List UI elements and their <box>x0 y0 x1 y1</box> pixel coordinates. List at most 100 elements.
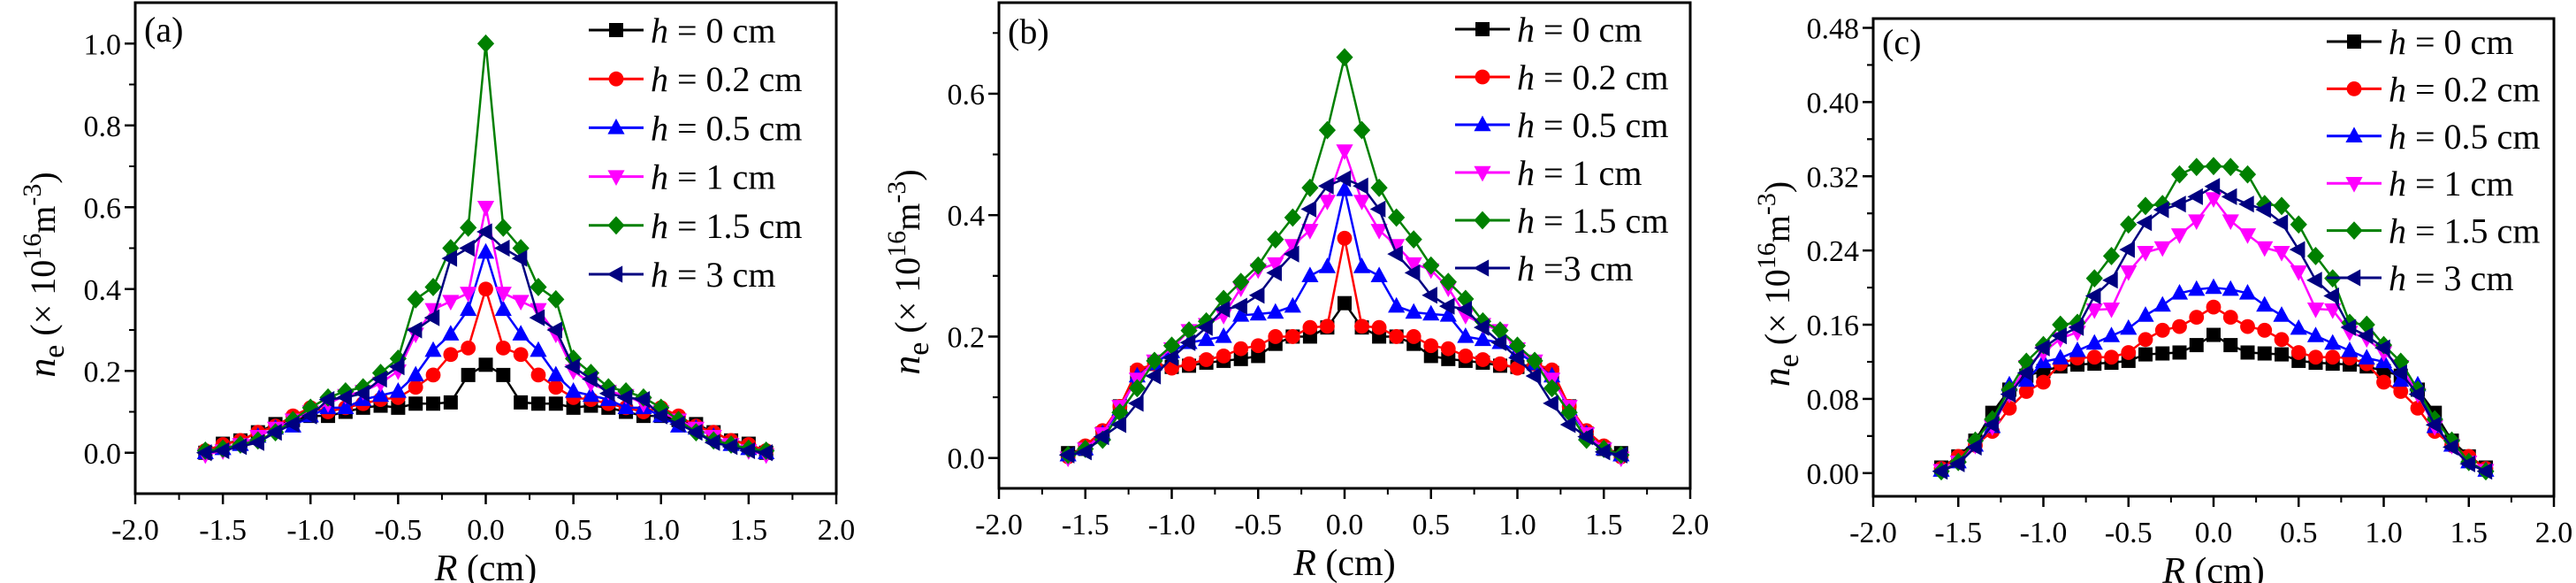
data-point <box>1491 321 1509 340</box>
data-point <box>1162 336 1181 356</box>
data-point <box>1612 446 1627 464</box>
legend-item: h = 0.5 cm <box>2327 117 2540 157</box>
data-point <box>460 287 477 303</box>
data-point <box>1490 334 1507 351</box>
x-tick-label: -0.5 <box>374 514 422 547</box>
x-tick-label: 0.5 <box>2280 517 2318 549</box>
data-point <box>2104 349 2119 365</box>
data-point <box>582 386 600 403</box>
data-point <box>2137 246 2154 262</box>
data-point <box>1353 257 1371 273</box>
y-tick-label: 0.0 <box>84 438 122 471</box>
data-point <box>616 388 633 406</box>
data-point <box>1111 403 1129 422</box>
data-point <box>301 407 317 425</box>
legend-label: h = 0 cm <box>651 11 775 50</box>
data-point <box>2084 287 2101 305</box>
legend-item: h = 1 cm <box>2327 164 2513 203</box>
x-axis-title: R (cm) <box>1292 543 1395 583</box>
x-tick-label: 1.5 <box>730 514 768 547</box>
data-point <box>2188 214 2206 230</box>
data-point <box>2238 196 2254 213</box>
data-point <box>1284 208 1301 227</box>
data-point <box>1370 224 1388 240</box>
data-point <box>2068 318 2084 336</box>
data-point <box>1475 352 1490 367</box>
legend-item: h = 3 cm <box>589 255 775 295</box>
data-point <box>1181 356 1197 372</box>
data-point <box>2138 347 2153 362</box>
data-point <box>1474 318 1490 336</box>
x-axis-title: R (cm) <box>434 548 537 583</box>
data-point <box>2222 280 2239 296</box>
legend-label: h = 1 cm <box>2389 164 2513 203</box>
data-point <box>1180 321 1198 340</box>
y-tick-label: 0.6 <box>84 192 122 225</box>
data-point <box>652 407 667 425</box>
data-point <box>1318 177 1334 195</box>
data-point <box>1336 48 1353 67</box>
legend-label: h = 0.2 cm <box>651 59 802 99</box>
data-point <box>1577 428 1593 446</box>
legend-marker-triangle-down-icon <box>2345 177 2363 193</box>
data-point <box>2273 246 2290 262</box>
data-point <box>213 441 230 460</box>
data-point <box>1233 351 1248 366</box>
x-tick-label: -2.0 <box>975 509 1023 541</box>
data-point <box>2325 349 2341 365</box>
data-point <box>424 341 442 357</box>
data-point <box>1423 338 1439 354</box>
y-tick-label: 0.40 <box>1807 87 1860 119</box>
data-point <box>2001 400 2017 416</box>
y-tick-label: 0.4 <box>948 200 986 233</box>
legend-label: h = 0.2 cm <box>2389 69 2540 109</box>
legend-label: h = 1.5 cm <box>2389 211 2540 251</box>
x-tick-label: -1.0 <box>1148 509 1196 541</box>
data-point <box>1232 306 1250 322</box>
data-point <box>1268 329 1284 344</box>
data-point <box>2257 346 2272 361</box>
series-line-0 <box>204 363 767 454</box>
legend-label: h = 1 cm <box>1517 153 1642 193</box>
data-point <box>512 295 530 311</box>
data-point <box>2476 463 2493 480</box>
panel-label: (b) <box>1008 12 1049 51</box>
y-tick-label: 0.2 <box>84 356 122 388</box>
data-point <box>248 433 264 451</box>
data-point <box>2408 386 2425 403</box>
data-point <box>2222 310 2238 326</box>
y-tick-label: 0.08 <box>1807 384 1860 417</box>
data-point <box>1318 257 1337 273</box>
data-point <box>371 370 387 388</box>
data-point <box>2188 157 2206 177</box>
data-point <box>687 424 703 441</box>
data-point <box>2306 326 2325 342</box>
data-point <box>2391 364 2407 382</box>
data-point <box>1422 304 1440 321</box>
legend-label: h = 0 cm <box>1517 10 1642 50</box>
data-point <box>1983 416 1999 433</box>
data-point <box>2289 241 2305 258</box>
data-point <box>739 441 756 460</box>
legend-label: h = 0.5 cm <box>1517 105 1668 145</box>
data-point <box>514 395 529 410</box>
x-tick-label: 0.0 <box>2195 517 2233 549</box>
legend-marker-triangle-left-icon <box>606 265 623 283</box>
data-point <box>442 295 460 311</box>
series-group <box>1058 48 1630 468</box>
data-point <box>634 391 651 409</box>
y-tick-label: 0.2 <box>948 321 986 354</box>
data-point <box>546 321 562 339</box>
data-point <box>1370 178 1388 197</box>
panel-b: -2.0 -1.5 -1.0 -0.5 0.0 0.5 1.0 1.5 2.0 0.0 0.2 0.4… <box>882 1 1709 583</box>
legend-item: h = 1 cm <box>1455 153 1642 193</box>
legend-label: h = 1.5 cm <box>651 206 802 246</box>
data-point <box>548 396 563 411</box>
legend-item: h = 0.5 cm <box>589 108 802 148</box>
data-point <box>1335 170 1352 188</box>
data-point <box>1058 446 1075 464</box>
data-point <box>476 34 495 53</box>
data-point <box>1318 120 1337 140</box>
data-point <box>2238 283 2257 300</box>
